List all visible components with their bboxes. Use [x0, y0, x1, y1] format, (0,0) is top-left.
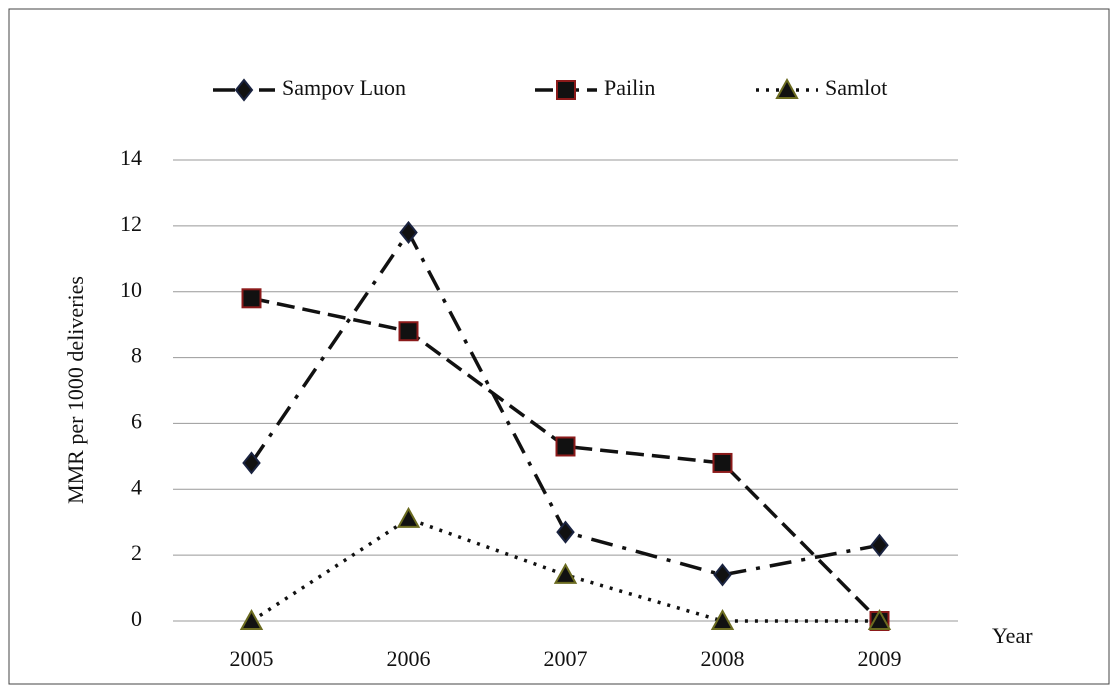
y-tick-label: 12 — [120, 211, 142, 236]
marker — [399, 220, 418, 245]
marker — [553, 562, 578, 584]
marker — [867, 608, 892, 630]
marker — [555, 436, 576, 457]
marker — [398, 321, 419, 342]
marker — [775, 77, 799, 99]
y-tick-label: 4 — [131, 474, 142, 499]
y-axis-label: MMR per 1000 deliveries — [63, 276, 88, 504]
legend-label: Sampov Luon — [282, 75, 406, 100]
y-tick-label: 14 — [120, 145, 142, 170]
x-tick-label: 2008 — [701, 646, 745, 671]
y-tick-label: 10 — [120, 277, 142, 302]
x-axis-label: Year — [992, 623, 1033, 648]
x-tick-label: 2005 — [230, 646, 274, 671]
marker — [556, 80, 576, 100]
y-tick-label: 0 — [131, 606, 142, 631]
marker — [242, 451, 261, 475]
marker — [870, 533, 889, 557]
x-tick-label: 2007 — [544, 646, 588, 671]
legend-label: Pailin — [604, 75, 655, 100]
marker — [710, 608, 735, 630]
y-tick-label: 6 — [131, 408, 142, 433]
marker — [241, 288, 262, 309]
x-tick-label: 2006 — [387, 646, 431, 671]
marker — [556, 520, 575, 544]
legend-label: Samlot — [825, 75, 887, 100]
marker — [234, 78, 254, 102]
y-tick-label: 8 — [131, 343, 142, 368]
x-tick-label: 2009 — [858, 646, 902, 671]
y-tick-label: 2 — [131, 540, 142, 565]
marker — [713, 563, 732, 587]
marker — [239, 608, 264, 630]
frame — [8, 8, 1110, 685]
marker — [396, 506, 421, 528]
marker — [712, 452, 733, 473]
